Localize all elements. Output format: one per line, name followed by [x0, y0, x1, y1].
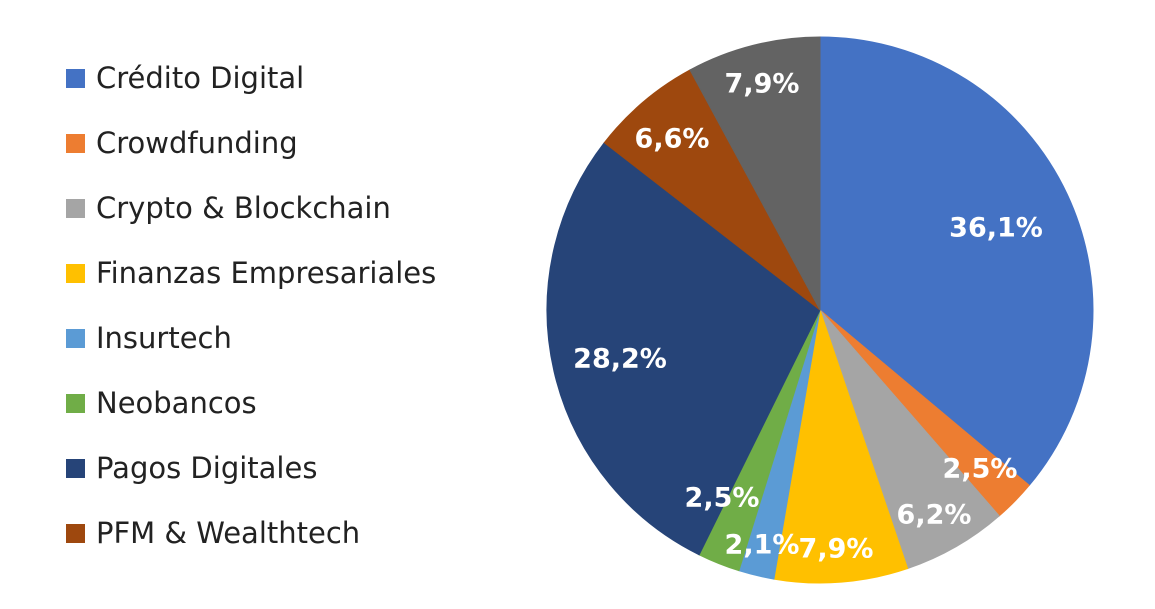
pie-slice-unlabeled-8 — [689, 36, 821, 311]
legend-item-pagos-digitales: Pagos Digitales — [66, 448, 317, 488]
legend-swatch-crypto-blockchain — [66, 198, 85, 218]
legend-label-neobancos: Neobancos — [96, 385, 257, 420]
legend-label-crowdfunding: Crowdfunding — [96, 125, 298, 160]
slice-data-label: 7,9% — [725, 69, 800, 100]
legend-label-insurtech: Insurtech — [96, 320, 232, 355]
legend-label-credito-digital: Crédito Digital — [96, 60, 305, 95]
legend-swatch-credito-digital — [66, 68, 85, 88]
legend-swatch-finanzas-empresariales — [66, 263, 85, 283]
legend-label-finanzas-empresariales: Finanzas Empresariales — [96, 255, 437, 290]
slice-data-label: 2,1% — [725, 530, 800, 561]
pie-slice-pfm-wealthtech-7 — [603, 69, 821, 311]
slice-data-label: 2,5% — [685, 483, 760, 514]
slice-data-label: 36,1% — [949, 213, 1043, 244]
slice-data-label: 2,5% — [943, 454, 1018, 485]
legend-swatch-pfm-wealthtech — [66, 523, 85, 543]
legend-label-crypto-blockchain: Crypto & Blockchain — [96, 190, 391, 225]
legend-item-crypto-blockchain: Crypto & Blockchain — [66, 188, 391, 228]
legend-swatch-pagos-digitales — [66, 458, 85, 478]
legend-swatch-crowdfunding — [66, 133, 85, 153]
legend-label-pagos-digitales: Pagos Digitales — [96, 450, 318, 485]
slice-data-label: 7,9% — [799, 534, 874, 565]
legend-swatch-insurtech — [66, 328, 85, 348]
slice-data-label: 28,2% — [573, 344, 667, 375]
legend-swatch-neobancos — [66, 393, 85, 413]
pie-slice-credito-digital-0 — [819, 36, 1094, 487]
legend-item-insurtech: Insurtech — [66, 318, 232, 358]
slice-data-label: 6,6% — [635, 124, 710, 155]
legend-item-neobancos: Neobancos — [66, 383, 257, 423]
legend-label-pfm-wealthtech: PFM & Wealthtech — [96, 515, 361, 550]
pie-slice-finanzas-empresariales-3 — [773, 309, 909, 584]
legend-item-pfm-wealthtech: PFM & Wealthtech — [66, 513, 360, 553]
slice-data-label: 6,2% — [897, 500, 972, 531]
legend-item-crowdfunding: Crowdfunding — [66, 123, 298, 163]
legend-item-finanzas-empresariales: Finanzas Empresariales — [66, 253, 436, 293]
legend-item-credito-digital: Crédito Digital — [66, 58, 304, 98]
pie-slice-pagos-digitales-6 — [546, 141, 821, 556]
